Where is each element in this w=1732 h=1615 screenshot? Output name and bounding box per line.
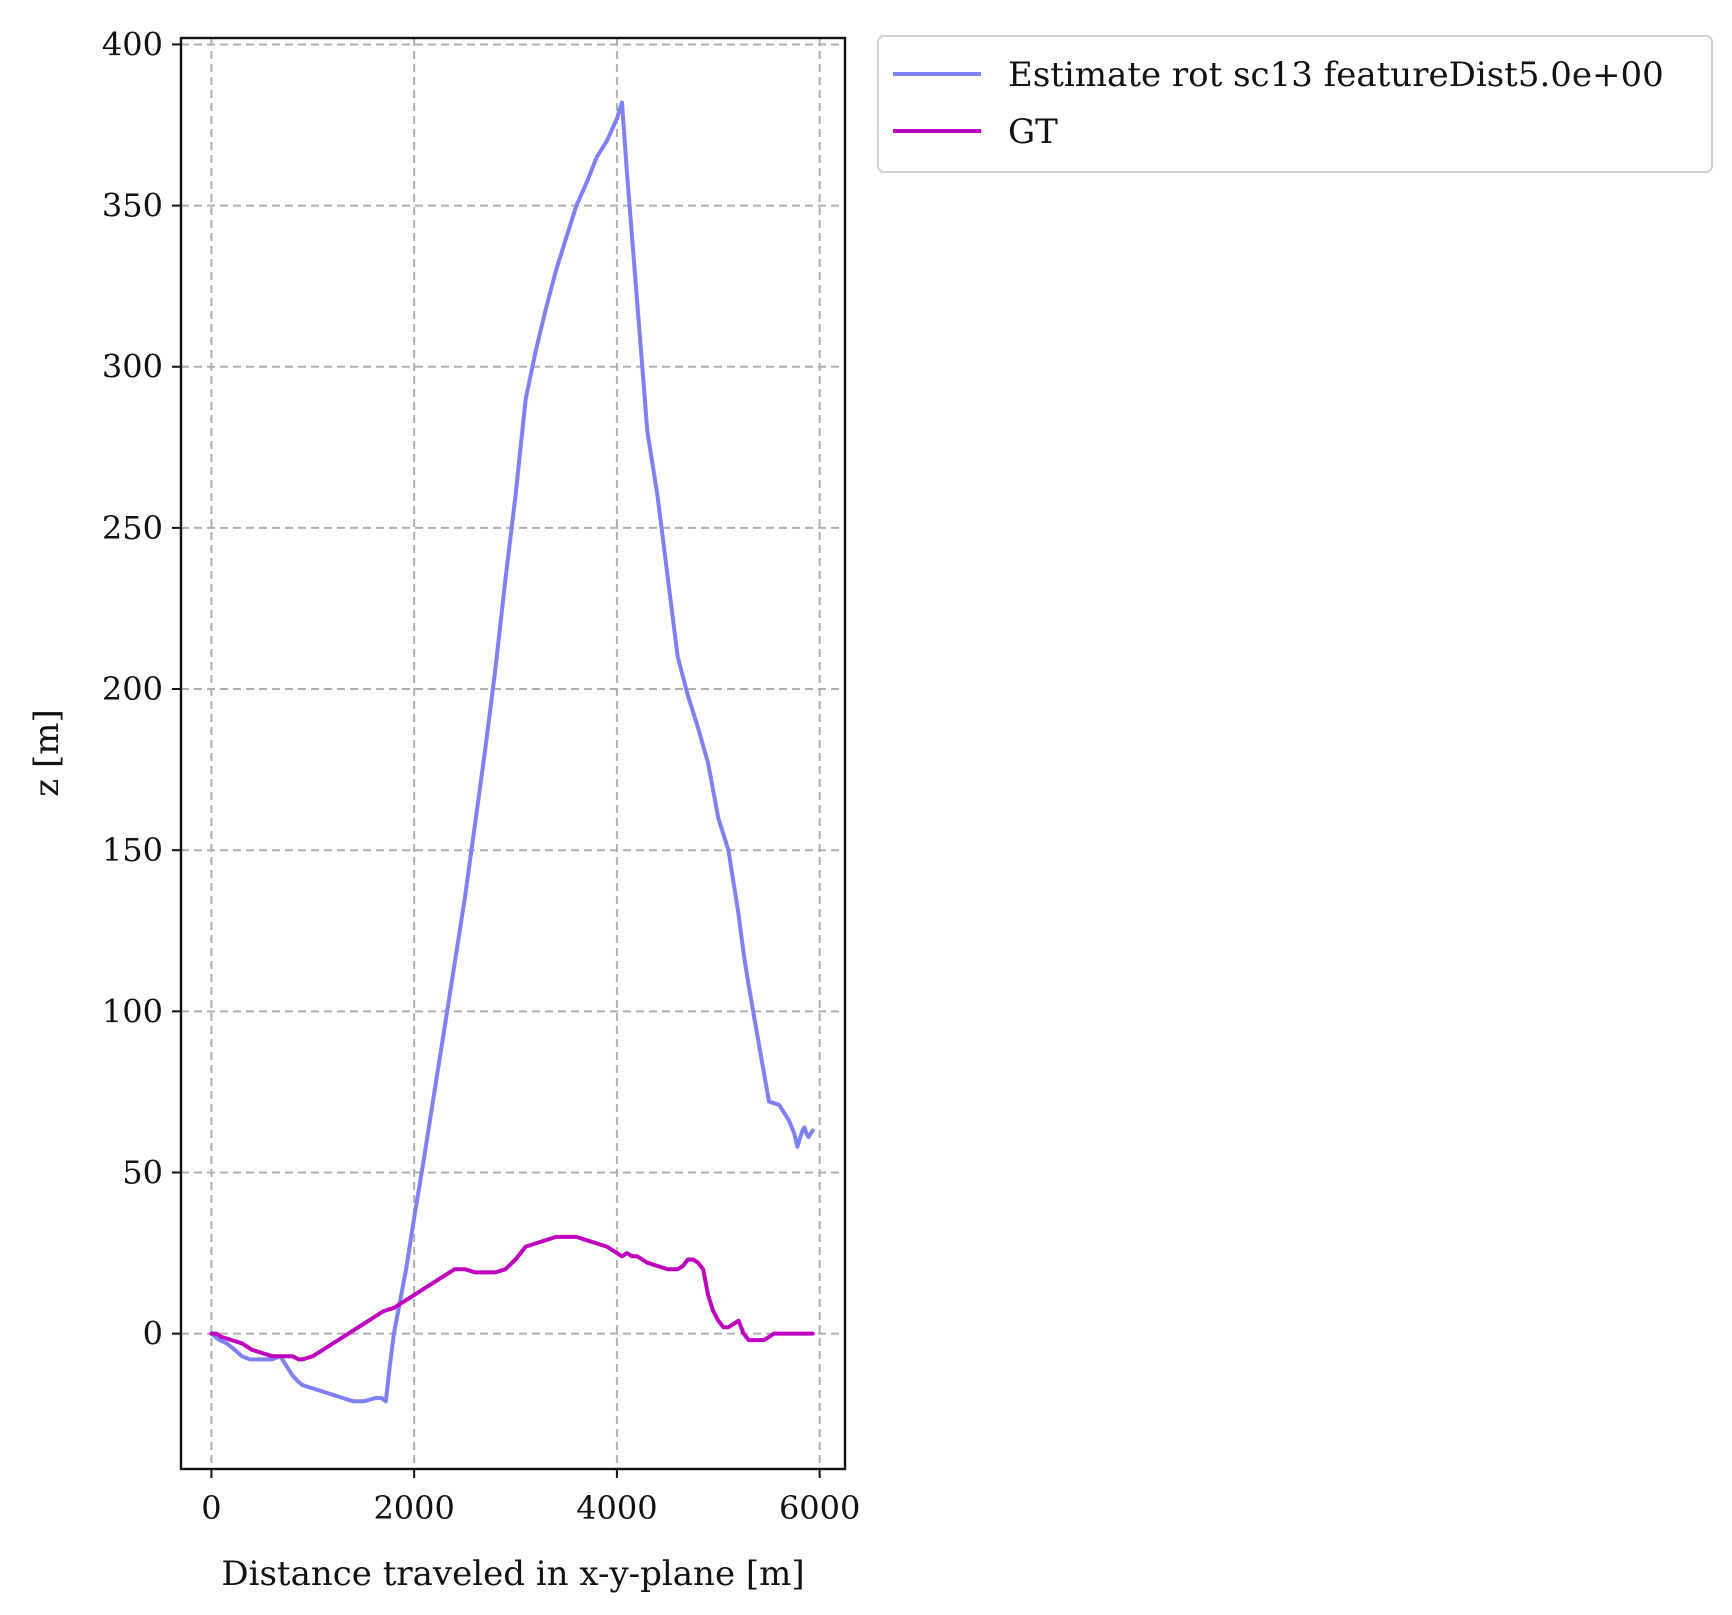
legend-box <box>877 35 1713 173</box>
y-tick-label: 200 <box>102 670 163 708</box>
y-tick-label: 350 <box>102 187 163 225</box>
y-tick-label: 150 <box>102 831 163 869</box>
x-tick-label: 4000 <box>576 1489 657 1527</box>
x-tick-label: 6000 <box>779 1489 860 1527</box>
x-tick-label: 2000 <box>373 1489 454 1527</box>
y-tick-label: 100 <box>102 992 163 1030</box>
ticks <box>172 43 821 1478</box>
legend-label-estimate: Estimate rot sc13 featureDist5.0e+00 <box>1008 55 1664 95</box>
legend-label-gt: GT <box>1008 112 1058 152</box>
y-axis-label: z [m] <box>27 709 67 797</box>
y-tick-label: 0 <box>143 1315 163 1353</box>
legend: Estimate rot sc13 featureDist5.0e+00 GT <box>877 35 1713 173</box>
x-tick-labels: 0 2000 4000 6000 <box>201 1489 860 1527</box>
series-line-gt <box>209 1234 815 1362</box>
y-tick-label: 400 <box>102 25 163 63</box>
y-tick-labels: 0 50 100 150 200 250 300 350 400 <box>102 25 163 1352</box>
y-tick-label: 250 <box>102 509 163 547</box>
y-tick-label: 50 <box>122 1153 163 1191</box>
x-axis-label: Distance traveled in x-y-plane [m] <box>221 1554 804 1594</box>
grid <box>181 38 845 1469</box>
plot-frame <box>179 36 847 1471</box>
series-lines <box>209 100 815 1404</box>
series-line-estimate <box>209 100 815 1404</box>
x-tick-label: 0 <box>201 1489 221 1527</box>
y-tick-label: 300 <box>102 348 163 386</box>
